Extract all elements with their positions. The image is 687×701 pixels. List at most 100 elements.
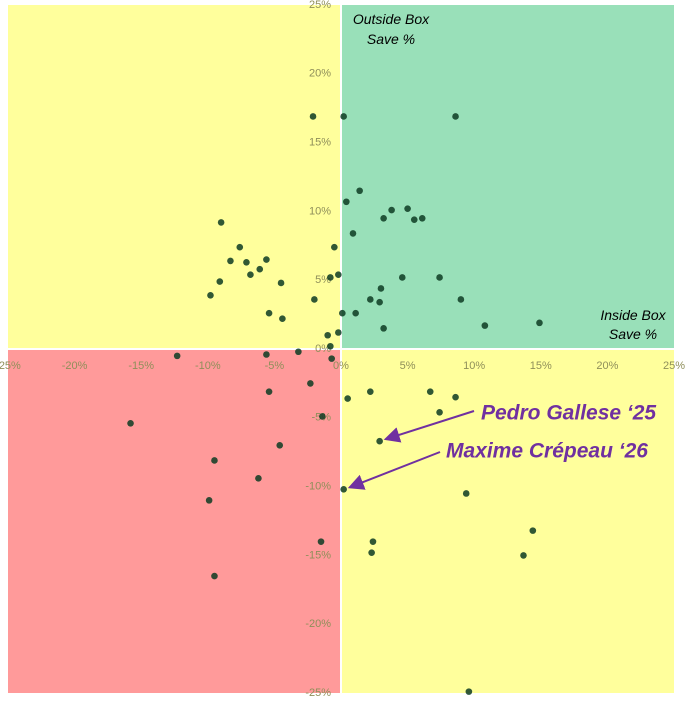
x-tick-label: -10%: [195, 360, 221, 372]
x-tick-label: -15%: [128, 360, 154, 372]
quadrant: [8, 5, 340, 348]
point: [324, 331, 331, 339]
point: [327, 342, 334, 350]
point: [319, 413, 326, 420]
point: [481, 322, 489, 329]
point: [265, 309, 273, 317]
point: [376, 298, 383, 306]
point: [335, 329, 342, 336]
point: [327, 274, 334, 281]
point: [339, 309, 346, 317]
y-tick-label: 25%: [309, 0, 331, 11]
point: [404, 205, 411, 212]
point: [295, 348, 302, 356]
point: [465, 688, 473, 695]
point: [368, 549, 375, 556]
point: [356, 187, 363, 195]
y-tick-label: -25%: [305, 687, 331, 699]
point: [436, 274, 443, 281]
point: [277, 279, 285, 287]
annotation-arrow: [383, 410, 475, 443]
point: [236, 243, 244, 251]
x-axis-label-line: Inside Box: [600, 307, 666, 323]
point: [349, 230, 357, 237]
point: [309, 113, 317, 120]
y-axis-label-line: Save %: [367, 31, 415, 47]
point: [398, 274, 406, 281]
y-tick-label: 10%: [309, 205, 331, 217]
point: [279, 315, 286, 323]
point: [265, 388, 273, 395]
x-tick-label: 0%: [333, 360, 349, 372]
y-tick-label: -20%: [305, 618, 331, 630]
point: [377, 285, 385, 292]
x-axis-label-line: Save %: [609, 326, 657, 342]
point: [216, 278, 224, 285]
quadrant: [8, 350, 340, 693]
x-axis-label: Inside Box Save %: [600, 307, 666, 342]
point: [536, 319, 543, 327]
point: [247, 271, 254, 278]
point: [263, 351, 270, 358]
quadrant: [342, 5, 674, 348]
annotation: Maxime Crépeau ‘26: [446, 440, 648, 463]
y-tick-label: 15%: [309, 137, 331, 149]
point: [243, 259, 250, 266]
point: [367, 388, 374, 395]
point: [369, 538, 377, 545]
point: [211, 457, 218, 464]
point: [328, 355, 335, 362]
point: [340, 486, 347, 493]
point: [207, 292, 214, 299]
point: [217, 219, 225, 226]
x-tick-label: 10%: [463, 360, 485, 372]
point: [307, 380, 314, 387]
y-axis-label: Outside Box Save %: [353, 11, 430, 47]
point: [457, 296, 465, 303]
point: [436, 408, 443, 416]
point: [380, 325, 387, 332]
y-tick-label: -15%: [305, 549, 331, 561]
point: [173, 352, 181, 360]
annotation-arrow: [347, 451, 441, 490]
point: [205, 497, 213, 504]
point: [376, 437, 383, 445]
point: [276, 442, 284, 449]
x-tick-label: 5%: [400, 360, 416, 372]
point: [256, 265, 264, 273]
x-tick-label: -20%: [62, 360, 88, 372]
point: [418, 214, 426, 222]
point: [227, 257, 234, 265]
x-tick-label: 20%: [596, 360, 618, 372]
y-axis-label-line: Outside Box: [353, 11, 430, 27]
annotation: Pedro Gallese ‘25: [481, 402, 656, 425]
x-tick-label: -5%: [265, 360, 285, 372]
point: [255, 475, 262, 482]
point: [263, 256, 270, 263]
y-tick-label: -10%: [305, 481, 331, 493]
point: [343, 198, 350, 206]
point: [335, 271, 342, 278]
point: [388, 206, 395, 214]
point: [127, 420, 134, 427]
point: [344, 395, 351, 402]
point: [352, 309, 359, 317]
point: [410, 216, 418, 223]
x-tick-label: -25%: [0, 360, 21, 372]
x-tick-label: 15%: [530, 360, 552, 372]
x-tick-label: 25%: [663, 360, 685, 372]
point: [317, 538, 325, 545]
y-tick-label: 20%: [309, 68, 331, 80]
point: [367, 296, 374, 303]
point: [380, 214, 387, 222]
quadrant: [342, 350, 674, 693]
point: [452, 113, 459, 120]
point: [520, 552, 527, 559]
point: [462, 490, 470, 497]
point: [452, 393, 459, 401]
point: [331, 243, 338, 251]
point: [211, 572, 218, 580]
point: [340, 113, 347, 120]
point: [529, 527, 537, 534]
